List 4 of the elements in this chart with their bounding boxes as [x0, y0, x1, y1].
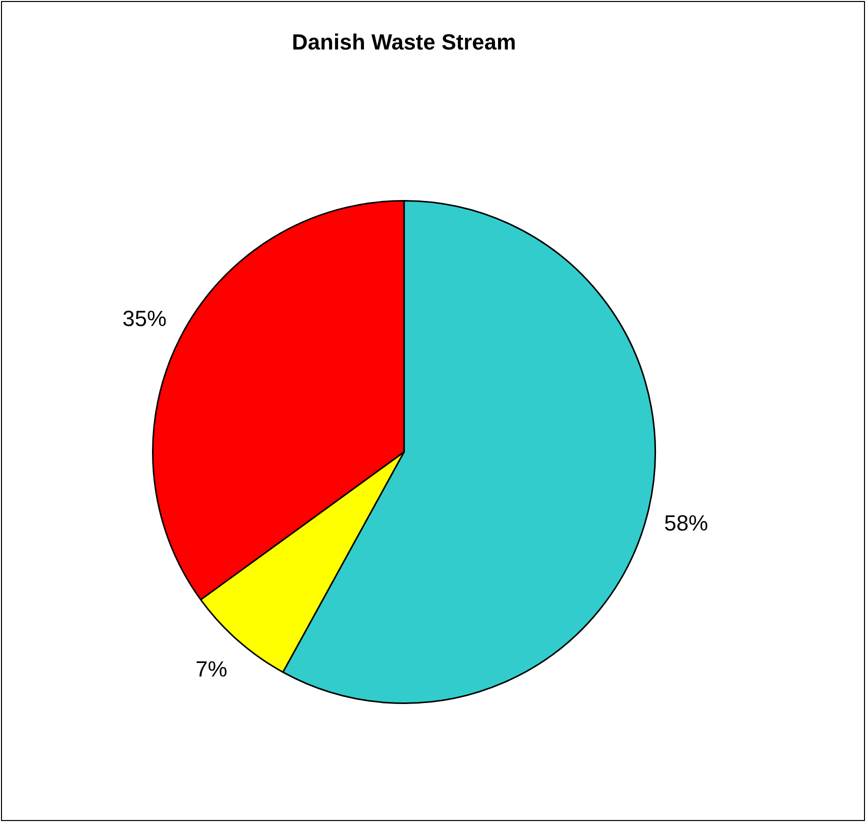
data-label: 7%	[195, 656, 228, 682]
data-label: 58%	[664, 510, 708, 536]
data-label: 35%	[122, 306, 167, 331]
chart-title: Danish Waste Stream	[292, 29, 516, 54]
